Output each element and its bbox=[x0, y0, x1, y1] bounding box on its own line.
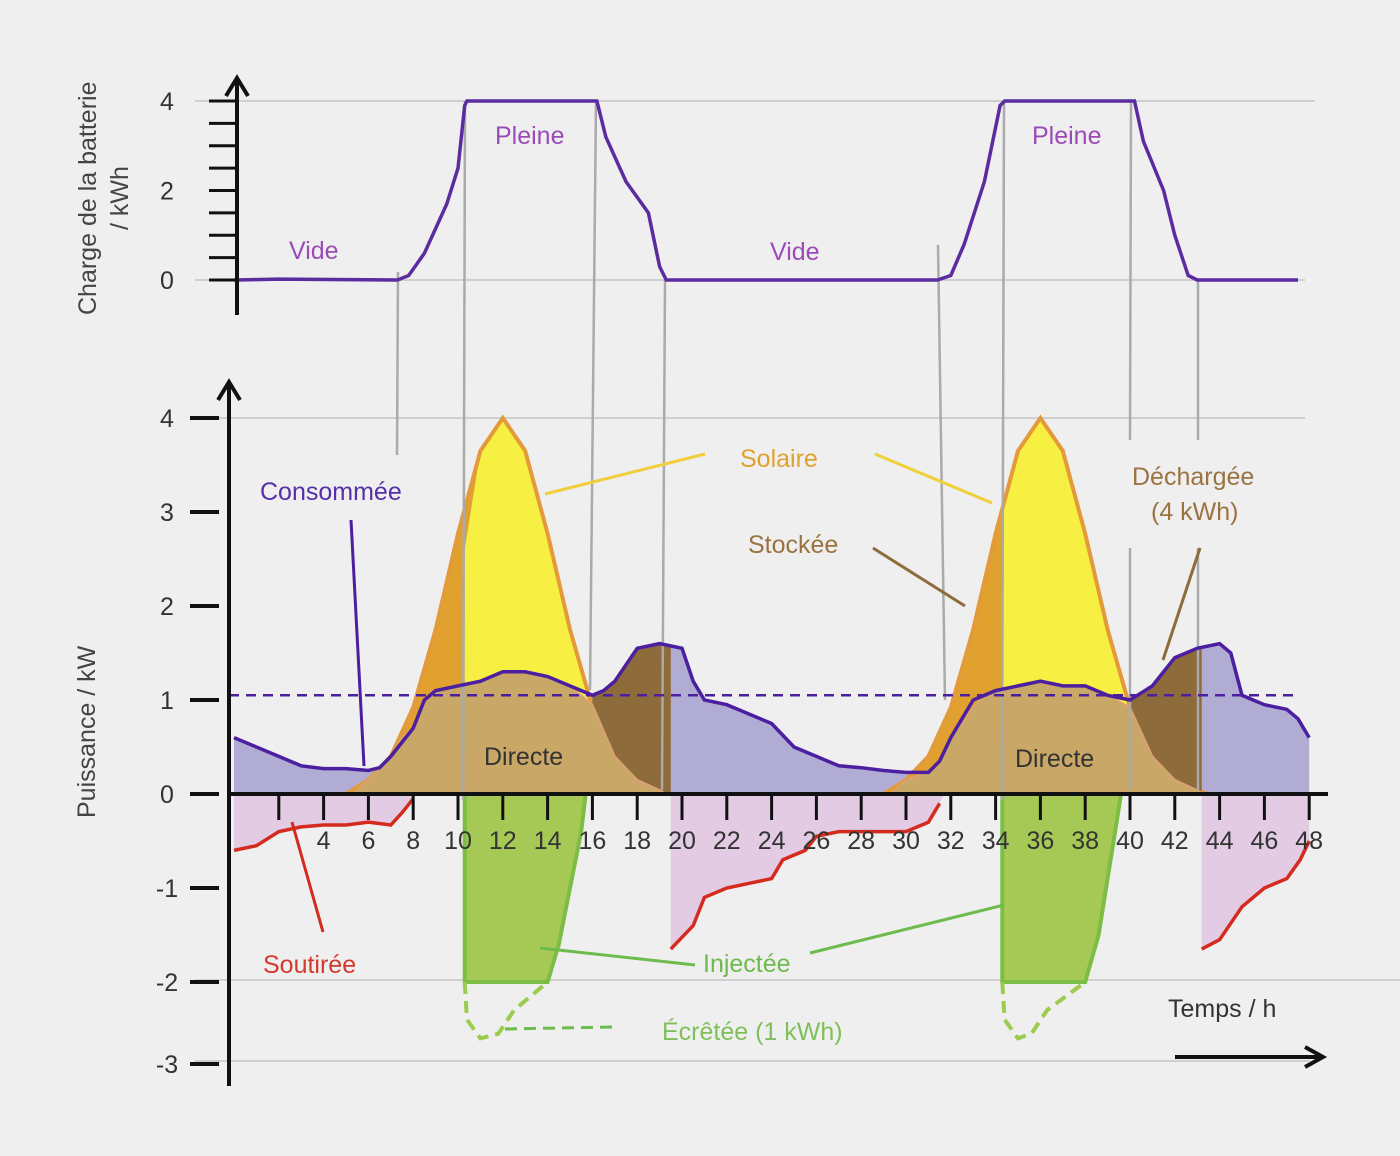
x-tick-label: 24 bbox=[758, 827, 786, 855]
bottom-y-tick-label: 2 bbox=[160, 593, 174, 621]
connector-line bbox=[660, 279, 667, 791]
leader-solaire-1 bbox=[544, 452, 706, 496]
grid-import-curve bbox=[669, 802, 942, 951]
x-tick-label: 8 bbox=[406, 827, 420, 855]
leader-injectee-1 bbox=[539, 946, 696, 967]
connector-line bbox=[395, 271, 400, 456]
top-y-tick-label: 2 bbox=[160, 178, 174, 206]
label-dechargee-quantity: (4 kWh) bbox=[1151, 498, 1239, 526]
connector-line bbox=[588, 100, 598, 691]
x-tick-label: 4 bbox=[317, 827, 331, 855]
annotation-leaders bbox=[290, 452, 1202, 1031]
x-tick-label: 10 bbox=[444, 827, 472, 855]
grid-import-area bbox=[670, 794, 945, 950]
x-tick-label: 40 bbox=[1116, 827, 1144, 855]
x-tick-label: 6 bbox=[361, 827, 375, 855]
x-tick-label: 38 bbox=[1071, 827, 1099, 855]
x-tick-label: 28 bbox=[847, 827, 875, 855]
leader-solaire-2 bbox=[874, 452, 993, 505]
leader-stockee bbox=[872, 546, 966, 608]
bottom-y-tick-label: 1 bbox=[160, 687, 174, 715]
connector-line bbox=[1128, 100, 1133, 441]
grid-import-curve bbox=[1200, 840, 1311, 951]
bottom-y-tick-label: 4 bbox=[160, 405, 174, 433]
text-labels: Charge de la batterie / kWh Puissance / … bbox=[73, 82, 1276, 1046]
grid-import-area bbox=[1201, 794, 1310, 950]
label-pleine-2: Pleine bbox=[1032, 122, 1102, 150]
consumption-curve bbox=[233, 641, 1311, 775]
x-axis-title: Temps / h bbox=[1168, 995, 1276, 1023]
bottom-y-tick-label: 3 bbox=[160, 499, 174, 527]
leader-consommee bbox=[349, 519, 366, 767]
grid-export-area bbox=[1000, 792, 1124, 984]
label-dechargee: Déchargée bbox=[1132, 463, 1254, 491]
x-tick-label: 14 bbox=[534, 827, 562, 855]
bottom-y-tick-label: -2 bbox=[156, 969, 178, 997]
top-y-tick-label: 0 bbox=[160, 267, 174, 295]
battery-charge-curve bbox=[233, 99, 1298, 282]
x-tick-label: 16 bbox=[578, 827, 606, 855]
top-y-axis-arrow-icon bbox=[224, 74, 250, 98]
x-tick-label: 42 bbox=[1161, 827, 1189, 855]
curtailed-curve bbox=[1000, 980, 1087, 1041]
line-layer bbox=[229, 99, 1311, 775]
connector-lines bbox=[395, 100, 1200, 801]
label-solaire: Solaire bbox=[740, 445, 818, 473]
top-y-axis-title: Charge de la batterie bbox=[74, 82, 102, 315]
bottom-y-tick-label: -3 bbox=[156, 1051, 178, 1079]
x-tick-label: 20 bbox=[668, 827, 696, 855]
label-pleine-1: Pleine bbox=[495, 122, 565, 150]
x-tick-label: 48 bbox=[1295, 827, 1323, 855]
label-consommee: Consommée bbox=[260, 478, 402, 506]
x-tick-label: 34 bbox=[982, 827, 1010, 855]
curtailed-curve bbox=[462, 980, 549, 1041]
bottom-y-tick-label: -1 bbox=[156, 875, 178, 903]
x-tick-label: 18 bbox=[623, 827, 651, 855]
time-arrow-head-icon bbox=[1304, 1045, 1328, 1069]
leader-ecretee bbox=[504, 1025, 613, 1031]
top-y-tick-label: 4 bbox=[160, 88, 174, 116]
connector-line bbox=[936, 244, 947, 701]
grid-import-curve bbox=[233, 797, 415, 853]
label-stockee: Stockée bbox=[748, 531, 838, 559]
label-ecretee: Écrêtée (1 kWh) bbox=[662, 1017, 843, 1046]
leader-soutiree bbox=[290, 821, 325, 933]
x-tick-label: 30 bbox=[892, 827, 920, 855]
label-directe-1: Directe bbox=[484, 743, 563, 771]
x-tick-label: 22 bbox=[713, 827, 741, 855]
bottom-y-axis-title: Puissance / kW bbox=[73, 645, 101, 818]
axes bbox=[216, 74, 1328, 1086]
area-layer bbox=[233, 414, 1311, 1041]
x-tick-label: 26 bbox=[802, 827, 830, 855]
grid-export-area bbox=[462, 792, 588, 984]
label-injectee: Injectée bbox=[703, 950, 791, 978]
x-tick-label: 44 bbox=[1206, 827, 1234, 855]
leader-injectee-2 bbox=[809, 903, 1005, 955]
bottom-y-tick-label: 0 bbox=[160, 781, 174, 809]
leader-dechargee bbox=[1161, 547, 1202, 661]
x-tick-label: 12 bbox=[489, 827, 517, 855]
label-vide-2: Vide bbox=[770, 238, 820, 266]
label-vide-1: Vide bbox=[289, 237, 339, 265]
label-soutiree: Soutirée bbox=[263, 951, 356, 979]
bottom-y-axis-arrow-icon bbox=[216, 378, 242, 402]
x-tick-label: 32 bbox=[937, 827, 965, 855]
top-y-axis-unit: / kWh bbox=[106, 166, 134, 230]
x-tick-label: 36 bbox=[1026, 827, 1054, 855]
label-directe-2: Directe bbox=[1015, 745, 1094, 773]
x-tick-label: 46 bbox=[1250, 827, 1278, 855]
connector-line bbox=[1000, 100, 1006, 801]
